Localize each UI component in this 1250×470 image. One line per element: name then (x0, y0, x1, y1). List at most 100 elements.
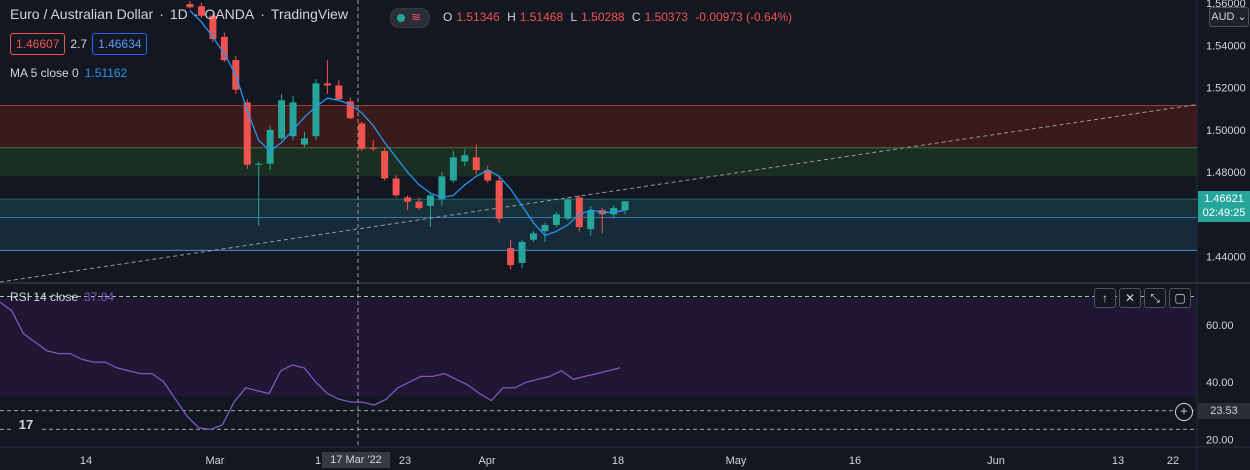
candle-down (197, 6, 205, 16)
time-tick-label: 14 (80, 455, 92, 467)
rsi-tick-label: 40.00 (1206, 377, 1234, 389)
candle-down (495, 180, 503, 219)
time-tick-label: 23 (399, 455, 411, 467)
rsi-band (0, 298, 1197, 396)
candle-up (426, 195, 434, 206)
ma-legend[interactable]: MA 5 close 0 1.51162 (10, 66, 127, 80)
symbol-name[interactable]: Euro / Australian Dollar (10, 6, 154, 22)
add-plus-icon[interactable]: + (1175, 403, 1193, 421)
candle-up (530, 233, 537, 240)
crosshair-date-label: 17 Mar '22 (322, 452, 390, 468)
open-label: O (443, 10, 453, 24)
time-tick-label: May (726, 455, 747, 467)
candle-down (472, 157, 480, 170)
exchange-label: OANDA (204, 6, 255, 22)
close-pane-icon[interactable]: ✕ (1119, 288, 1141, 308)
candle-down (484, 170, 492, 181)
candle-down (243, 102, 251, 165)
rsi-value: 37.84 (84, 290, 115, 304)
time-tick-label: 22 (1167, 455, 1179, 467)
maximize-pane-icon[interactable]: ▢ (1169, 288, 1191, 308)
low-value: 1.50288 (581, 10, 625, 24)
candle-down (220, 36, 228, 61)
market-status-badge[interactable]: ≋ (390, 8, 430, 28)
spread-value: 2.7 (70, 37, 88, 51)
candle-down (335, 85, 343, 100)
trend-line (0, 103, 1198, 283)
candle-down (575, 197, 583, 228)
collapse-pane-icon[interactable]: ⤡ (1144, 288, 1166, 308)
close-label: C (631, 10, 641, 24)
time-tick-label: 18 (612, 455, 624, 467)
price-tick-label: 1.56000 (1206, 0, 1246, 10)
candle-up (587, 210, 595, 230)
quote-panel: 1.46607 2.7 1.46634 (10, 33, 148, 55)
last-price-tag: 1.46621 02:49:25 (1198, 191, 1250, 222)
time-tick-label: 13 (1112, 455, 1124, 467)
candle-up (518, 241, 526, 263)
candle-up (312, 83, 320, 137)
ohlc-readout: O 1.51346 H 1.51468 L 1.50288 C 1.50373 -0.0… (443, 10, 796, 24)
low-label: L (570, 10, 578, 24)
candle-up (621, 201, 629, 211)
high-label: H (507, 10, 516, 24)
rsi-line (0, 301, 621, 430)
price-tick-label: 1.52000 (1206, 83, 1246, 95)
rsi-tick-label: 60.00 (1206, 320, 1234, 332)
candle-down (507, 248, 515, 266)
candle-down (381, 150, 389, 179)
time-tick-label: 16 (849, 455, 861, 467)
candle-down (346, 101, 354, 119)
tradingview-logo[interactable]: 17 (10, 412, 42, 438)
candle-up (564, 199, 572, 219)
candle-down (323, 83, 331, 86)
market-open-icon (397, 14, 405, 22)
candle-down (358, 123, 366, 149)
candle-down (392, 178, 400, 196)
ma-line (189, 10, 626, 237)
bar-countdown: 02:49:25 (1202, 207, 1246, 219)
price-tick-label: 1.54000 (1206, 40, 1246, 52)
candle-up (289, 102, 297, 137)
time-tick-label: Jun (987, 455, 1005, 467)
zone-support-upper (0, 199, 1197, 218)
candle-up (278, 100, 286, 139)
rsi-legend[interactable]: RSI 14 close 37.84 (10, 290, 114, 304)
zone-green (0, 147, 1197, 177)
ma-value: 1.51162 (84, 66, 128, 80)
price-tick-label: 1.44000 (1206, 252, 1246, 264)
rsi-label: RSI 14 close (10, 290, 79, 304)
rsi-tick-label: 20.00 (1206, 434, 1234, 446)
rsi-crosshair-value: 23.53 (1198, 403, 1250, 419)
candle-down (186, 4, 194, 8)
candle-up (449, 157, 457, 181)
change-value: -0.00973 (-0.64%) (695, 10, 793, 24)
candle-down (209, 15, 217, 39)
candle-up (461, 155, 469, 162)
buy-button[interactable]: 1.46634 (92, 33, 148, 55)
currency-select[interactable]: AUD ⌄ (1209, 7, 1249, 27)
candle-down (369, 147, 377, 149)
candle-down (404, 197, 412, 202)
zone-support (0, 217, 1197, 251)
currency-label: AUD (1211, 11, 1235, 23)
source-label: TradingView (270, 6, 348, 22)
candle-up (610, 208, 618, 215)
live-data-icon: ≋ (411, 10, 422, 24)
last-price: 1.46621 (1204, 193, 1244, 205)
candle-up (301, 138, 308, 145)
move-up-icon[interactable]: ↑ (1094, 288, 1116, 308)
price-tick-label: 1.50000 (1206, 125, 1246, 137)
chart-header: Euro / Australian Dollar · 1D · OANDA · Tradin… (10, 6, 348, 22)
candle-up (552, 214, 560, 225)
candle-down (415, 201, 423, 209)
candle-up (255, 163, 263, 165)
interval-label[interactable]: 1D (169, 6, 188, 22)
chevron-down-icon: ⌄ (1237, 11, 1247, 23)
time-tick-label: 1 (315, 455, 321, 467)
zone-resistance (0, 105, 1197, 148)
candle-up (438, 176, 446, 200)
sell-button[interactable]: 1.46607 (10, 33, 66, 55)
high-value: 1.51468 (519, 10, 564, 24)
